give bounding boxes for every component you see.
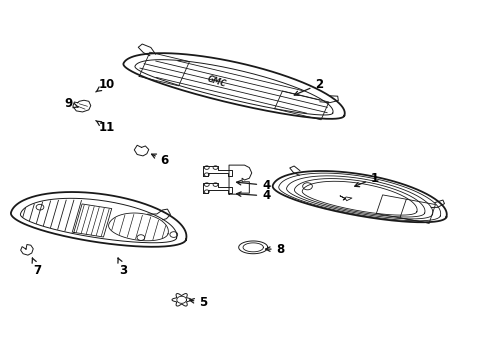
Text: 2: 2 <box>294 78 323 95</box>
Text: 10: 10 <box>96 78 115 92</box>
Text: 5: 5 <box>189 296 207 309</box>
Text: 4: 4 <box>236 179 270 192</box>
Text: 11: 11 <box>96 121 115 134</box>
Text: 4: 4 <box>236 189 270 202</box>
Text: GMC: GMC <box>206 75 227 89</box>
Text: 6: 6 <box>151 154 168 167</box>
Text: 8: 8 <box>265 243 285 256</box>
Text: 1: 1 <box>354 172 378 187</box>
Text: 9: 9 <box>64 97 78 110</box>
Text: 7: 7 <box>32 258 41 277</box>
Text: 3: 3 <box>118 258 127 277</box>
